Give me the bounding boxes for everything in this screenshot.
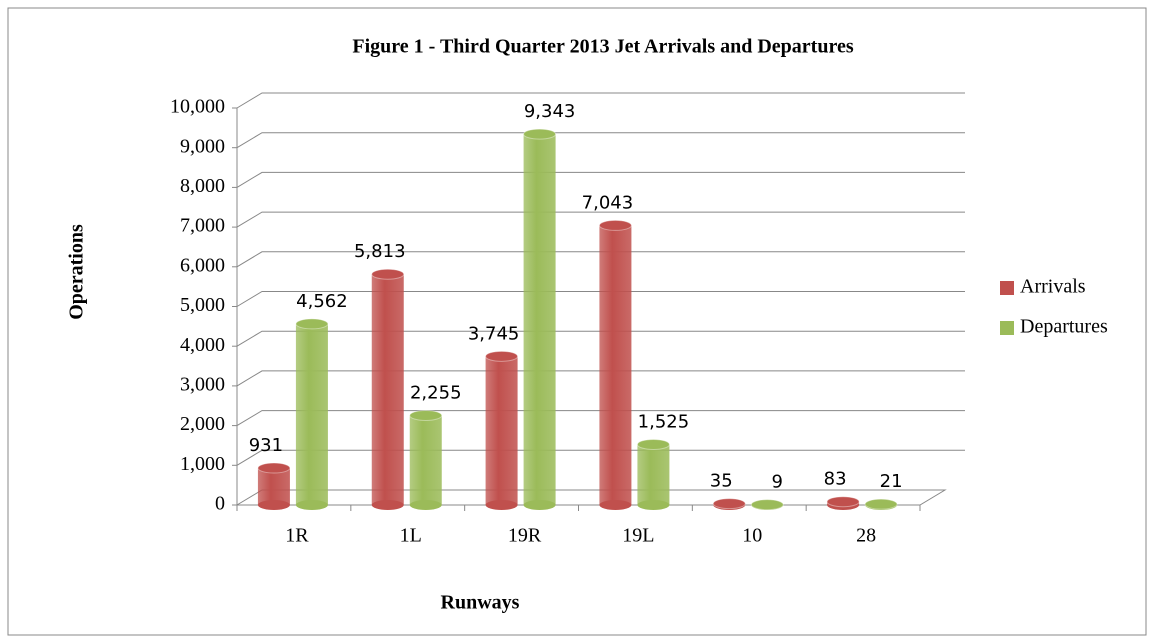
bar (826, 496, 860, 510)
bar-base (409, 500, 442, 510)
grid-line (236, 410, 965, 427)
bar-top (371, 268, 405, 280)
grid-line (236, 92, 965, 109)
bar-base (295, 500, 328, 510)
data-label: 21 (880, 471, 903, 492)
bar-body (257, 468, 290, 505)
x-tick-label: 1L (400, 525, 422, 547)
data-label: 83 (824, 469, 847, 490)
y-tick-label: 3,000 (180, 373, 225, 395)
y-tick-label: 10,000 (170, 96, 225, 118)
bar-body (637, 444, 670, 505)
bar (864, 498, 898, 510)
legend-swatch (1000, 281, 1014, 295)
data-label: 5,813 (354, 241, 406, 262)
x-tick-label: 19R (508, 525, 542, 547)
data-label: 9,343 (524, 101, 576, 122)
data-label: 931 (249, 435, 283, 456)
data-label: 7,043 (582, 192, 634, 213)
grid-line (236, 330, 965, 347)
bar (598, 219, 632, 510)
bar-top (409, 409, 443, 421)
data-label: 3,745 (468, 323, 520, 344)
bar (485, 350, 519, 510)
bar-top (257, 462, 291, 474)
bar-top (750, 499, 784, 511)
bar (750, 499, 784, 511)
grid-line (236, 291, 965, 307)
bar-body (409, 415, 442, 505)
bar-top (295, 318, 329, 330)
bar-base (599, 500, 632, 510)
bar (636, 438, 670, 510)
bar-body (523, 134, 556, 506)
bar (295, 318, 329, 510)
bar (409, 409, 443, 510)
y-axis-label: Operations (66, 224, 88, 320)
bar-body (371, 274, 404, 505)
x-tick-label: 10 (742, 525, 762, 547)
y-tick-label: 7,000 (180, 215, 225, 237)
bar-base (485, 500, 518, 510)
bar (523, 128, 557, 510)
grid-line (236, 211, 965, 228)
bar-body (485, 356, 518, 505)
bar-top (864, 498, 898, 510)
bar-base (371, 500, 404, 510)
x-tick-label: 28 (856, 525, 876, 547)
bar-base (257, 500, 290, 510)
y-tick-label: 4,000 (180, 334, 225, 356)
y-tick-label: 2,000 (180, 413, 225, 435)
y-tick-label: 0 (215, 493, 225, 515)
bar-body (599, 225, 632, 506)
data-label: 35 (710, 471, 733, 492)
y-tick-label: 9,000 (180, 135, 225, 157)
y-tick-label: 5,000 (180, 294, 225, 316)
legend-swatch (1000, 321, 1014, 335)
x-tick-label: 19L (622, 525, 654, 547)
bar-top (523, 128, 557, 140)
bar-base (637, 500, 670, 510)
y-tick-label: 8,000 (180, 175, 225, 197)
data-label: 1,525 (638, 411, 690, 432)
bar (712, 498, 746, 510)
bar-top (826, 496, 860, 508)
data-label: 9 (772, 472, 783, 493)
bar-top (485, 350, 519, 362)
legend-label: Arrivals (1020, 276, 1086, 298)
data-label: 2,255 (410, 382, 462, 403)
grid-line (236, 132, 965, 149)
legend-label: Departures (1020, 316, 1108, 338)
grid-line (236, 251, 965, 268)
bar-body (295, 323, 328, 505)
bar-top (636, 438, 670, 450)
grid-line (236, 449, 965, 466)
x-axis-label: Runways (441, 592, 520, 614)
bar-base (523, 500, 556, 510)
chart-border (7, 7, 1147, 636)
bar-top (598, 219, 632, 231)
data-label: 4,562 (296, 291, 348, 312)
chart-title: Figure 1 - Third Quarter 2013 Jet Arriva… (352, 36, 853, 58)
y-tick-label: 1,000 (180, 453, 225, 475)
grid-line (236, 171, 965, 188)
x-tick-label: 1R (285, 525, 309, 547)
bar-top (712, 498, 746, 510)
grid-line (236, 370, 965, 387)
bar (257, 462, 291, 510)
y-tick-label: 6,000 (180, 254, 225, 276)
bar (371, 268, 405, 510)
